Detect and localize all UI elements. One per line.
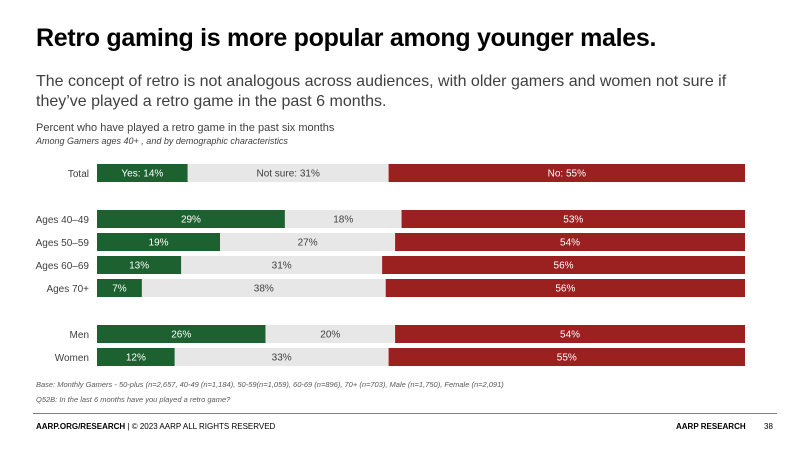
page-subtitle: The concept of retro is not analogous ac…: [36, 73, 727, 110]
bar-no: [388, 164, 745, 182]
bar-not-sure: [181, 256, 383, 274]
bar-not-sure: [265, 325, 396, 343]
data-label: 27%: [298, 238, 318, 249]
footer-copyright: AARP.ORG/RESEARCH | © 2023 AARP ALL RIGH…: [36, 422, 275, 431]
data-label: 55%: [557, 353, 577, 364]
page-number: 38: [764, 422, 773, 431]
category-label: Ages 40–49: [36, 215, 90, 226]
data-label: 7%: [112, 284, 127, 295]
data-label: 26%: [171, 330, 191, 341]
page-title: Retro gaming is more popular among young…: [36, 24, 657, 52]
question-footnote: Q52B: In the last 6 months have you play…: [36, 395, 231, 404]
data-label: 13%: [129, 261, 149, 272]
data-label: 56%: [554, 261, 574, 272]
data-label: 20%: [320, 330, 340, 341]
bar-no: [385, 279, 745, 297]
data-label: 33%: [272, 353, 292, 364]
chart-title: Percent who have played a retro game in …: [36, 122, 335, 134]
data-label: 54%: [560, 330, 580, 341]
bar-not-sure: [284, 210, 402, 228]
category-label: Women: [55, 353, 89, 364]
bar-yes: [97, 325, 266, 343]
data-label: No: 55%: [548, 169, 586, 180]
bar-not-sure: [220, 233, 396, 251]
data-label: Yes: 14%: [121, 169, 163, 180]
data-label: 18%: [333, 215, 353, 226]
bar-not-sure: [187, 164, 389, 182]
bar-yes: [97, 256, 182, 274]
bar-not-sure: [174, 348, 389, 366]
category-label: Ages 50–59: [36, 238, 90, 249]
bar-yes: [97, 233, 221, 251]
bar-yes: [97, 164, 188, 182]
footer-rights: | © 2023 AARP ALL RIGHTS RESERVED: [127, 422, 276, 431]
data-label: 56%: [555, 284, 575, 295]
bar-no: [388, 348, 745, 366]
data-label: 54%: [560, 238, 580, 249]
bar-yes: [97, 210, 285, 228]
data-label: 19%: [149, 238, 169, 249]
data-label: 31%: [272, 261, 292, 272]
bar-not-sure: [141, 279, 386, 297]
data-label: 38%: [254, 284, 274, 295]
footer-site-link[interactable]: AARP.ORG/RESEARCH: [36, 422, 126, 431]
category-label: Total: [68, 169, 89, 180]
footer-divider: [33, 413, 777, 414]
bar-no: [395, 233, 745, 251]
stacked-bar-chart: Total Yes: 14% Not sure: 31% No: 55% Ages 40…: [36, 164, 745, 366]
bar-yes: [97, 279, 142, 297]
footer-brand: AARP RESEARCH: [676, 422, 746, 431]
data-label: 12%: [126, 353, 146, 364]
base-footnote: Base: Monthly Gamers - 50-plus (n=2,657,…: [36, 380, 504, 389]
bar-no: [382, 256, 745, 274]
category-label: Ages 70+: [46, 284, 89, 295]
bar-no: [401, 210, 745, 228]
bar-no: [395, 325, 745, 343]
category-label: Men: [70, 330, 89, 341]
bar-yes: [97, 348, 175, 366]
data-label: 53%: [563, 215, 583, 226]
category-label: Ages 60–69: [36, 261, 90, 272]
data-label: 29%: [181, 215, 201, 226]
data-label: Not sure: 31%: [256, 169, 319, 180]
chart-subtitle: Among Gamers ages 40+ , and by demograph…: [36, 136, 288, 146]
